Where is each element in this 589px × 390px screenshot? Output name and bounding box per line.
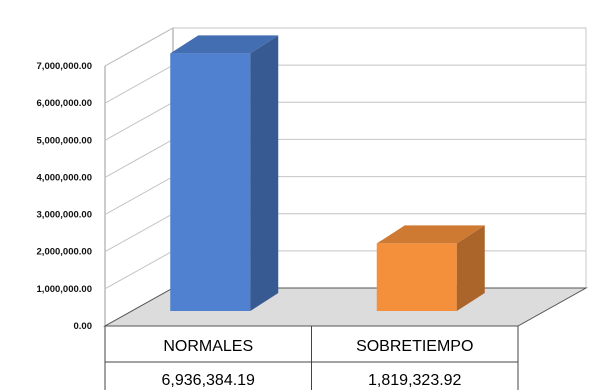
gridline xyxy=(104,213,174,253)
gridline xyxy=(104,64,174,104)
y-tick-label: 7,000,000.00 xyxy=(37,61,92,72)
bar-top-normales xyxy=(170,35,279,54)
y-tick-label: 0.00 xyxy=(74,321,93,332)
gridline xyxy=(104,138,174,178)
y-axis-ticks: 0.00 1,000,000.00 2,000,000.00 3,000,000.00… xyxy=(37,61,92,332)
bars xyxy=(170,35,485,311)
y-tick-label: 3,000,000.00 xyxy=(37,210,92,221)
side-wall xyxy=(104,27,174,327)
gridline xyxy=(104,176,174,216)
gridline xyxy=(104,27,174,67)
gridline xyxy=(104,250,174,290)
y-tick-label: 6,000,000.00 xyxy=(37,98,92,109)
y-tick-label: 4,000,000.00 xyxy=(37,172,92,183)
gridline xyxy=(104,101,174,141)
value-label: 6,936,384.19 xyxy=(162,372,256,389)
bar-side-sobretiempo xyxy=(456,225,485,311)
bar-normales xyxy=(170,53,251,311)
bar-top-sobretiempo xyxy=(376,225,485,244)
category-label: SOBRETIEMPO xyxy=(356,338,473,355)
bar-side-normales xyxy=(250,35,279,311)
category-label: NORMALES xyxy=(163,338,253,355)
bar-sobretiempo xyxy=(376,243,457,311)
value-label: 1,819,323.92 xyxy=(368,372,462,389)
y-tick-label: 1,000,000.00 xyxy=(37,284,92,295)
y-tick-label: 5,000,000.00 xyxy=(37,135,92,146)
y-tick-label: 2,000,000.00 xyxy=(37,247,92,258)
data-table: NORMALES 6,936,384.19 SOBRETIEMPO 1,819,323… xyxy=(104,326,519,390)
